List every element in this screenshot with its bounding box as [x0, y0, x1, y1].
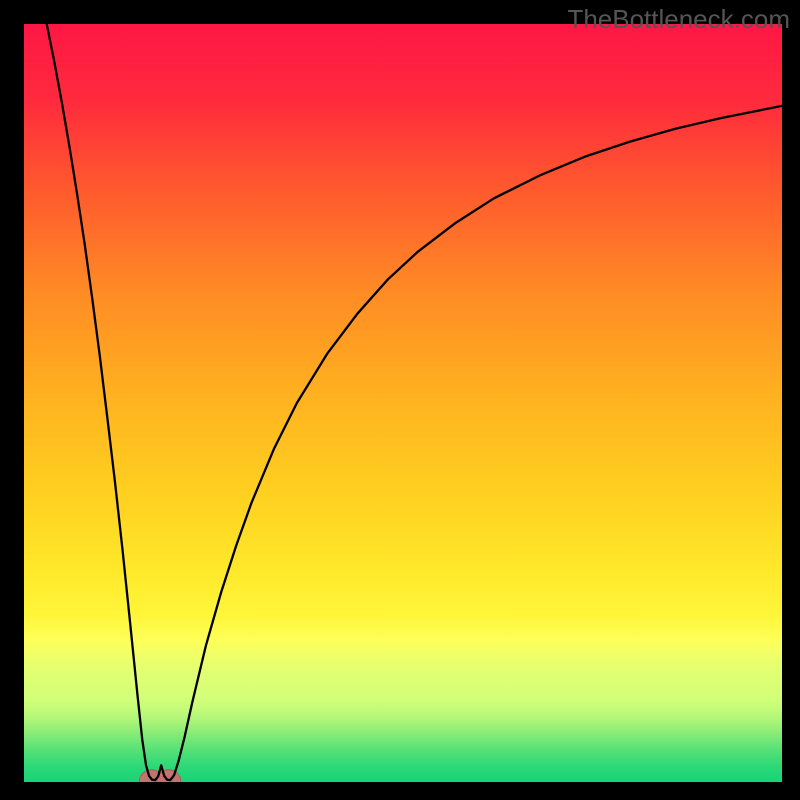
chart-canvas: TheBottleneck.com: [0, 0, 800, 800]
plot-svg: [24, 24, 782, 782]
watermark-text: TheBottleneck.com: [567, 4, 790, 35]
plot-area: [24, 24, 782, 782]
gradient-background: [24, 24, 782, 782]
